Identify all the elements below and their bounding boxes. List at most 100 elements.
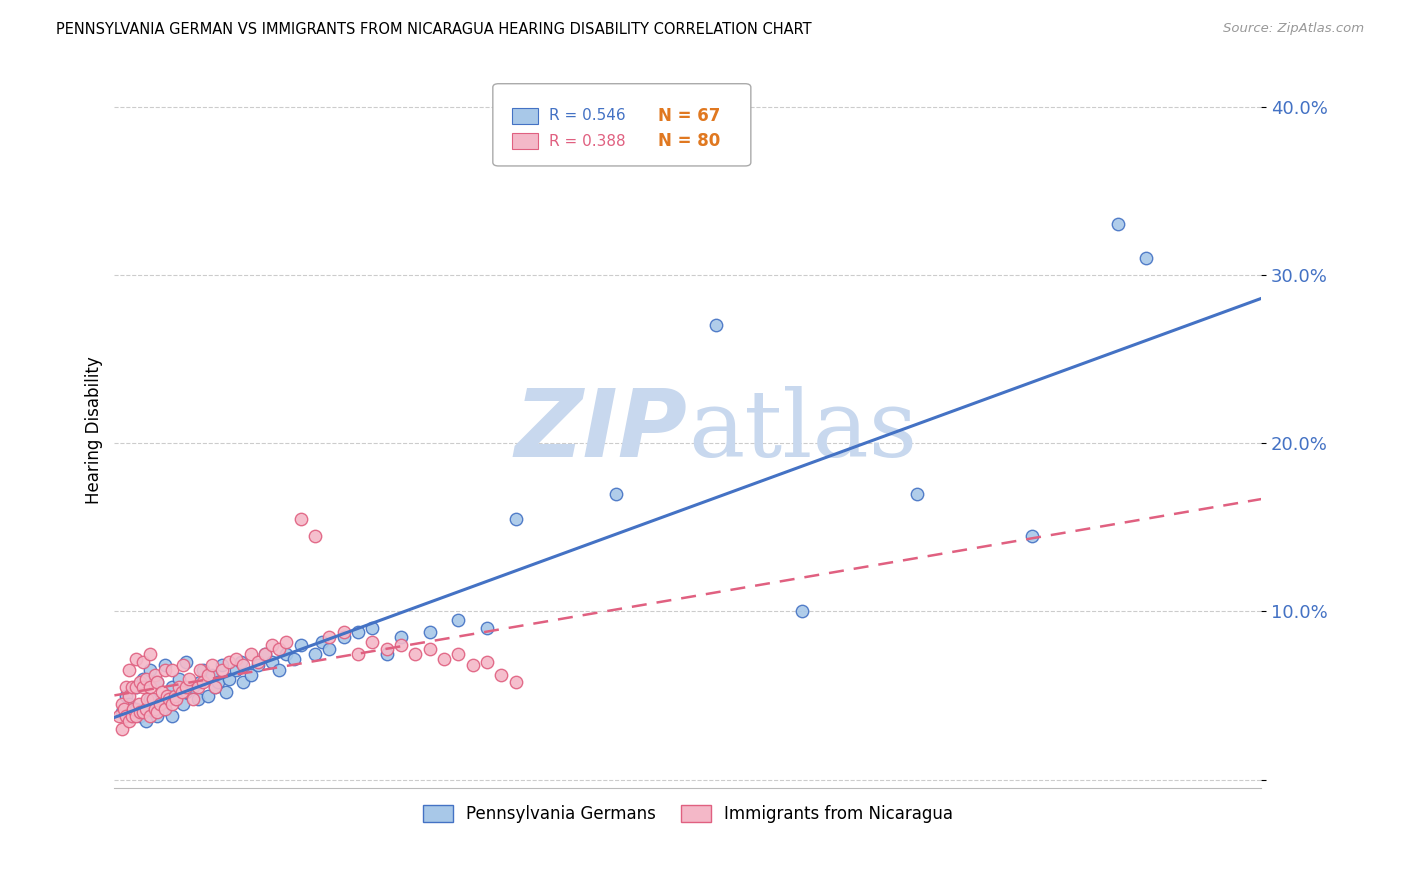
Point [253, 647, 276, 661]
Point [197, 689, 219, 703]
Point [160, 680, 183, 694]
Point [269, 641, 291, 656]
Text: N = 67: N = 67 [658, 107, 720, 125]
Point [204, 680, 226, 694]
Point [201, 658, 224, 673]
Point [135, 672, 157, 686]
Point [1021, 529, 1043, 543]
Point [505, 675, 527, 690]
Point [201, 668, 224, 682]
Legend: Pennsylvania Germans, Immigrants from Nicaragua: Pennsylvania Germans, Immigrants from Ni… [416, 798, 960, 830]
Point [118, 689, 141, 703]
Point [232, 675, 254, 690]
Point [142, 692, 165, 706]
Point [157, 689, 180, 703]
Point [115, 680, 138, 694]
Point [132, 655, 155, 669]
Point [125, 680, 148, 694]
Text: ZIP: ZIP [515, 384, 688, 476]
Point [146, 675, 169, 690]
Point [121, 680, 143, 694]
Point [229, 655, 252, 669]
Point [1135, 251, 1157, 265]
Point [318, 641, 340, 656]
Point [491, 668, 513, 682]
Point [170, 685, 193, 699]
Point [118, 664, 141, 678]
Text: R = 0.388: R = 0.388 [548, 134, 626, 149]
Point [129, 709, 152, 723]
Point [118, 714, 141, 728]
Point [132, 672, 155, 686]
Point [115, 689, 138, 703]
Text: R = 0.546: R = 0.546 [548, 108, 626, 123]
Point [132, 706, 155, 720]
Point [318, 630, 340, 644]
Point [283, 651, 305, 665]
Point [125, 680, 148, 694]
Point [181, 692, 204, 706]
Point [1107, 218, 1129, 232]
Point [139, 692, 162, 706]
Point [905, 486, 928, 500]
Point [419, 641, 441, 656]
Point [332, 624, 354, 639]
Point [239, 668, 262, 682]
Point [190, 675, 212, 690]
Point [114, 702, 136, 716]
Point [193, 675, 215, 690]
Point [129, 706, 152, 720]
Point [246, 658, 269, 673]
Point [215, 685, 238, 699]
Point [135, 714, 157, 728]
Point [153, 702, 176, 716]
Point [475, 621, 498, 635]
Point [165, 692, 187, 706]
Point [136, 692, 159, 706]
Point [125, 651, 148, 665]
Point [153, 658, 176, 673]
Point [332, 630, 354, 644]
Text: N = 80: N = 80 [658, 132, 720, 151]
Point [143, 668, 166, 682]
Point [505, 512, 527, 526]
Point [276, 647, 298, 661]
Point [174, 685, 197, 699]
Point [262, 655, 284, 669]
Point [172, 697, 194, 711]
Point [174, 655, 197, 669]
Point [181, 680, 204, 694]
Point [404, 647, 426, 661]
Point [167, 680, 190, 694]
Point [187, 680, 209, 694]
Text: PENNSYLVANIA GERMAN VS IMMIGRANTS FROM NICARAGUA HEARING DISABILITY CORRELATION : PENNSYLVANIA GERMAN VS IMMIGRANTS FROM N… [56, 22, 811, 37]
Point [110, 723, 132, 737]
Point [172, 658, 194, 673]
Point [218, 672, 240, 686]
Point [132, 680, 155, 694]
FancyBboxPatch shape [512, 108, 537, 124]
Point [160, 664, 183, 678]
Point [163, 689, 186, 703]
Point [419, 624, 441, 639]
Point [107, 709, 129, 723]
Point [706, 318, 728, 333]
Point [139, 664, 162, 678]
Point [156, 689, 179, 703]
Point [361, 634, 384, 648]
Point [605, 486, 627, 500]
Point [347, 647, 370, 661]
Point [110, 697, 132, 711]
Point [225, 664, 247, 678]
Point [125, 702, 148, 716]
Point [447, 613, 470, 627]
Point [246, 655, 269, 669]
Point [146, 675, 169, 690]
Point [153, 664, 176, 678]
Point [311, 634, 333, 648]
Point [121, 709, 143, 723]
Point [122, 702, 145, 716]
Point [165, 692, 187, 706]
Point [290, 512, 312, 526]
Point [190, 664, 212, 678]
